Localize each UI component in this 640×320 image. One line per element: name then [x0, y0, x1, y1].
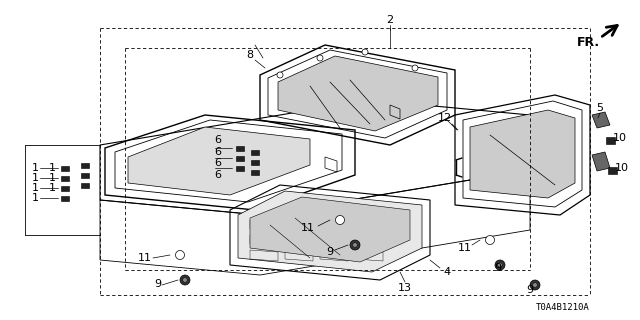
Circle shape — [532, 283, 537, 287]
Polygon shape — [128, 127, 310, 195]
Text: FR.: FR. — [577, 36, 600, 49]
Polygon shape — [470, 110, 575, 198]
Text: 9: 9 — [326, 247, 333, 257]
Circle shape — [183, 278, 188, 282]
Polygon shape — [592, 112, 610, 128]
Bar — [605, 137, 614, 143]
Text: 11: 11 — [458, 243, 472, 253]
Bar — [61, 175, 69, 180]
Circle shape — [175, 251, 184, 260]
Text: 6: 6 — [214, 158, 221, 168]
Text: 12: 12 — [438, 113, 452, 123]
Circle shape — [362, 49, 368, 55]
Bar — [236, 165, 244, 171]
Text: 2: 2 — [387, 15, 394, 25]
Circle shape — [317, 55, 323, 61]
Circle shape — [353, 243, 357, 247]
Circle shape — [495, 260, 505, 270]
Text: 5: 5 — [596, 103, 604, 113]
Text: 9: 9 — [154, 279, 161, 289]
Bar — [251, 159, 259, 164]
Text: 11: 11 — [301, 223, 315, 233]
Polygon shape — [592, 152, 610, 171]
Polygon shape — [250, 197, 410, 262]
Text: 9: 9 — [527, 285, 534, 295]
Bar — [251, 170, 259, 174]
Bar — [81, 172, 89, 178]
Text: 1: 1 — [31, 183, 38, 193]
Text: T0A4B1210A: T0A4B1210A — [536, 303, 590, 312]
Text: 13: 13 — [398, 283, 412, 293]
Text: 1: 1 — [31, 193, 38, 203]
Polygon shape — [278, 56, 438, 131]
Text: 6: 6 — [214, 170, 221, 180]
Text: 8: 8 — [246, 50, 253, 60]
Bar — [61, 186, 69, 190]
Bar — [81, 182, 89, 188]
Bar — [236, 156, 244, 161]
Text: 9: 9 — [495, 263, 502, 273]
Circle shape — [530, 280, 540, 290]
Text: 1: 1 — [31, 163, 38, 173]
Text: 1: 1 — [49, 183, 56, 193]
Polygon shape — [238, 191, 422, 272]
Circle shape — [277, 72, 283, 78]
Circle shape — [350, 240, 360, 250]
Bar — [251, 149, 259, 155]
Circle shape — [498, 263, 502, 267]
Bar — [61, 196, 69, 201]
Bar — [236, 146, 244, 150]
Circle shape — [335, 215, 344, 225]
Bar — [607, 166, 616, 173]
Text: 6: 6 — [214, 135, 221, 145]
Text: 10: 10 — [613, 133, 627, 143]
Text: 1: 1 — [49, 173, 56, 183]
Bar — [81, 163, 89, 167]
Bar — [61, 165, 69, 171]
Text: 10: 10 — [615, 163, 629, 173]
Text: 11: 11 — [138, 253, 152, 263]
Circle shape — [486, 236, 495, 244]
Text: 4: 4 — [444, 267, 451, 277]
Circle shape — [412, 65, 418, 71]
Text: 1: 1 — [49, 163, 56, 173]
Circle shape — [180, 275, 190, 285]
Text: 6: 6 — [214, 147, 221, 157]
Text: 1: 1 — [31, 173, 38, 183]
